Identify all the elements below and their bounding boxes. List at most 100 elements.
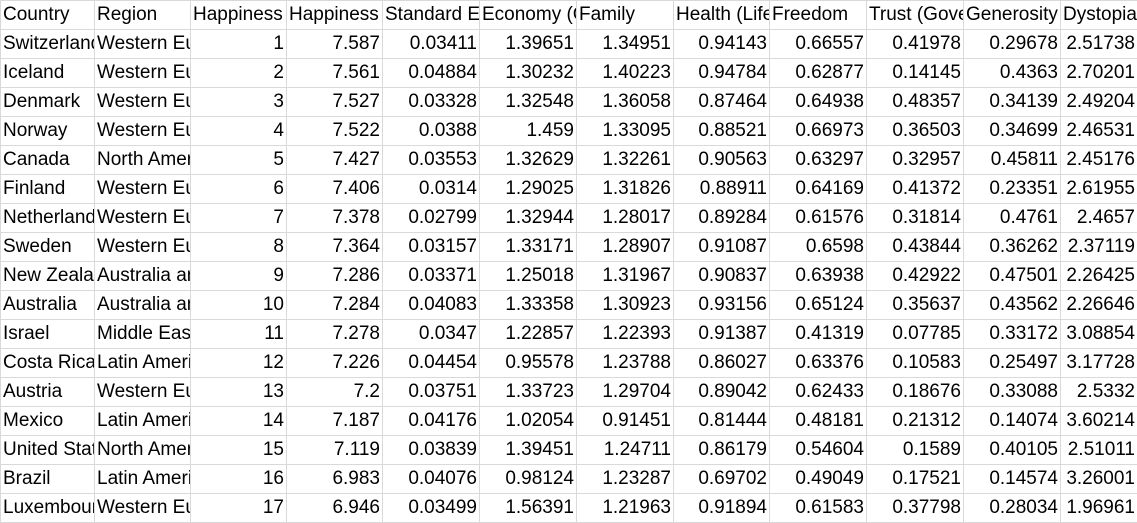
table-cell[interactable]: 0.35637	[867, 291, 964, 320]
table-cell[interactable]: 0.04076	[383, 465, 480, 494]
table-cell[interactable]: 1.32548	[480, 88, 577, 117]
table-cell[interactable]: 7.284	[287, 291, 383, 320]
table-cell[interactable]: 0.4363	[964, 59, 1061, 88]
table-cell[interactable]: 0.90563	[674, 146, 770, 175]
table-cell[interactable]: 2.45176	[1061, 146, 1137, 175]
table-cell[interactable]: 0.62877	[770, 59, 867, 88]
table-cell[interactable]: 1.40223	[577, 59, 674, 88]
table-cell[interactable]: 3.17728	[1061, 349, 1137, 378]
table-cell[interactable]: Switzerland	[1, 30, 95, 59]
table-cell[interactable]: 0.41372	[867, 175, 964, 204]
header-cell[interactable]: Trust (Government Corruption)	[867, 1, 964, 30]
table-cell[interactable]: Western Europe	[95, 204, 191, 233]
table-cell[interactable]: 0.91894	[674, 494, 770, 523]
table-cell[interactable]: 0.03411	[383, 30, 480, 59]
table-cell[interactable]: 7.364	[287, 233, 383, 262]
table-cell[interactable]: 0.54604	[770, 436, 867, 465]
table-cell[interactable]: 5	[191, 146, 287, 175]
table-cell[interactable]: 1.31826	[577, 175, 674, 204]
table-cell[interactable]: Canada	[1, 146, 95, 175]
table-cell[interactable]: 0.40105	[964, 436, 1061, 465]
table-cell[interactable]: 0.18676	[867, 378, 964, 407]
table-cell[interactable]: Australia	[1, 291, 95, 320]
table-cell[interactable]: 1.25018	[480, 262, 577, 291]
table-cell[interactable]: 2.70201	[1061, 59, 1137, 88]
table-cell[interactable]: 7.286	[287, 262, 383, 291]
table-cell[interactable]: 0.62433	[770, 378, 867, 407]
table-cell[interactable]: 0.4761	[964, 204, 1061, 233]
header-cell[interactable]: Economy (GDP per Capita)	[480, 1, 577, 30]
table-cell[interactable]: Luxembourg	[1, 494, 95, 523]
table-cell[interactable]: 17	[191, 494, 287, 523]
table-cell[interactable]: 3.08854	[1061, 320, 1137, 349]
table-cell[interactable]: 0.17521	[867, 465, 964, 494]
table-cell[interactable]: 7.527	[287, 88, 383, 117]
table-cell[interactable]: 0.41978	[867, 30, 964, 59]
table-cell[interactable]: 2.4657	[1061, 204, 1137, 233]
table-cell[interactable]: 1.29704	[577, 378, 674, 407]
table-cell[interactable]: 10	[191, 291, 287, 320]
table-cell[interactable]: 0.04083	[383, 291, 480, 320]
table-cell[interactable]: 0.34699	[964, 117, 1061, 146]
table-cell[interactable]: 2.46531	[1061, 117, 1137, 146]
table-cell[interactable]: 0.87464	[674, 88, 770, 117]
header-cell[interactable]: Generosity	[964, 1, 1061, 30]
table-cell[interactable]: 1.21963	[577, 494, 674, 523]
table-cell[interactable]: Middle East and Northern Africa	[95, 320, 191, 349]
header-cell[interactable]: Country	[1, 1, 95, 30]
table-cell[interactable]: 0.61576	[770, 204, 867, 233]
table-cell[interactable]: 7.406	[287, 175, 383, 204]
table-cell[interactable]: 0.23351	[964, 175, 1061, 204]
table-cell[interactable]: 2.5332	[1061, 378, 1137, 407]
table-cell[interactable]: 0.90837	[674, 262, 770, 291]
table-cell[interactable]: 1.33095	[577, 117, 674, 146]
table-cell[interactable]: Latin America and Caribbean	[95, 349, 191, 378]
table-cell[interactable]: 0.31814	[867, 204, 964, 233]
table-cell[interactable]: Australia and New Zealand	[95, 262, 191, 291]
table-cell[interactable]: 0.89284	[674, 204, 770, 233]
table-cell[interactable]: 0.48181	[770, 407, 867, 436]
table-cell[interactable]: 0.37798	[867, 494, 964, 523]
table-cell[interactable]: 7	[191, 204, 287, 233]
table-cell[interactable]: 0.63376	[770, 349, 867, 378]
table-cell[interactable]: 1.30232	[480, 59, 577, 88]
table-cell[interactable]: 0.28034	[964, 494, 1061, 523]
table-cell[interactable]: 0.41319	[770, 320, 867, 349]
table-cell[interactable]: 1.56391	[480, 494, 577, 523]
header-cell[interactable]: Happiness Score	[287, 1, 383, 30]
table-cell[interactable]: Austria	[1, 378, 95, 407]
table-cell[interactable]: Netherlands	[1, 204, 95, 233]
table-cell[interactable]: 1.39651	[480, 30, 577, 59]
table-cell[interactable]: 0.29678	[964, 30, 1061, 59]
table-cell[interactable]: 7.187	[287, 407, 383, 436]
table-cell[interactable]: 0.10583	[867, 349, 964, 378]
table-cell[interactable]: 0.95578	[480, 349, 577, 378]
table-cell[interactable]: 0.86179	[674, 436, 770, 465]
table-cell[interactable]: 12	[191, 349, 287, 378]
table-cell[interactable]: 0.49049	[770, 465, 867, 494]
table-cell[interactable]: North America	[95, 436, 191, 465]
table-cell[interactable]: 1.459	[480, 117, 577, 146]
table-cell[interactable]: 1.02054	[480, 407, 577, 436]
table-cell[interactable]: 4	[191, 117, 287, 146]
table-cell[interactable]: 3.26001	[1061, 465, 1137, 494]
table-cell[interactable]: Denmark	[1, 88, 95, 117]
header-cell[interactable]: Dystopia Residual	[1061, 1, 1137, 30]
table-cell[interactable]: 1.33171	[480, 233, 577, 262]
table-cell[interactable]: 6.946	[287, 494, 383, 523]
table-cell[interactable]: 0.43844	[867, 233, 964, 262]
table-cell[interactable]: 1.32629	[480, 146, 577, 175]
table-cell[interactable]: 2.51011	[1061, 436, 1137, 465]
table-cell[interactable]: 0.43562	[964, 291, 1061, 320]
table-cell[interactable]: Latin America and Caribbean	[95, 465, 191, 494]
table-cell[interactable]: North America	[95, 146, 191, 175]
table-cell[interactable]: 0.63938	[770, 262, 867, 291]
table-cell[interactable]: 7.587	[287, 30, 383, 59]
table-cell[interactable]: 0.14145	[867, 59, 964, 88]
table-cell[interactable]: Western Europe	[95, 378, 191, 407]
table-cell[interactable]: Western Europe	[95, 233, 191, 262]
header-cell[interactable]: Standard Error	[383, 1, 480, 30]
table-cell[interactable]: 0.14574	[964, 465, 1061, 494]
table-cell[interactable]: 1.96961	[1061, 494, 1137, 523]
table-cell[interactable]: Western Europe	[95, 59, 191, 88]
